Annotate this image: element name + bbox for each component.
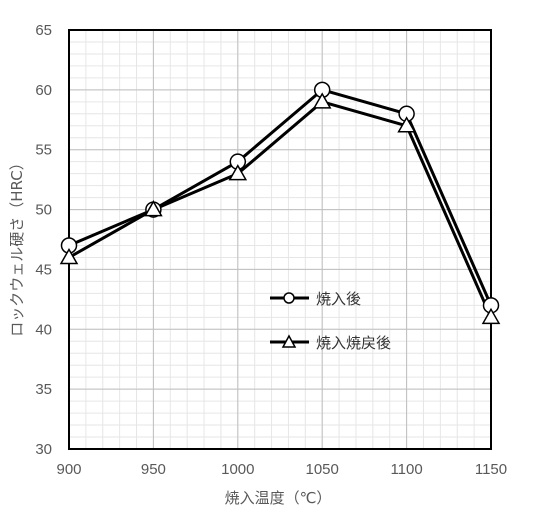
series-line-1 <box>68 88 493 306</box>
point-triangle <box>397 116 416 133</box>
y-axis-title: ロックウェル硬さ（HRC） <box>8 155 26 336</box>
y-tick-label: 45 <box>35 261 52 278</box>
point-triangle <box>228 164 248 181</box>
x-tick-label: 950 <box>141 461 166 478</box>
legend-label-series-2: 焼入焼戻後 <box>316 334 391 352</box>
y-tick-label: 65 <box>35 22 52 39</box>
legend-marker-circle <box>283 292 295 304</box>
series-layer <box>59 81 501 325</box>
x-tick-label: 1100 <box>390 461 422 478</box>
y-tick-label: 30 <box>35 441 52 458</box>
point-triangle <box>144 200 163 217</box>
y-tick-label: 60 <box>35 82 52 99</box>
y-tick-labels: 30 35 40 45 50 55 60 65 <box>35 22 52 458</box>
series-line-2 <box>68 100 493 318</box>
x-tick-label: 1050 <box>306 461 339 478</box>
y-tick-label: 50 <box>35 202 52 219</box>
x-axis-title: 焼入温度（℃） <box>225 489 332 507</box>
legend-label-series-1: 焼入後 <box>316 290 361 308</box>
legend-marker-triangle <box>281 334 297 348</box>
x-tick-labels: 900 950 1000 1050 1100 1150 <box>56 461 507 478</box>
point-triangle <box>312 92 332 109</box>
point-triangle <box>59 247 79 265</box>
legend: 焼入後 焼入焼戻後 <box>270 290 391 352</box>
point-triangle <box>481 307 501 325</box>
y-tick-label: 55 <box>35 142 52 159</box>
x-tick-label: 1000 <box>221 461 254 478</box>
x-tick-label: 1150 <box>475 461 507 478</box>
x-tick-label: 900 <box>56 461 81 478</box>
y-tick-label: 40 <box>35 321 52 338</box>
y-tick-label: 35 <box>35 381 52 398</box>
